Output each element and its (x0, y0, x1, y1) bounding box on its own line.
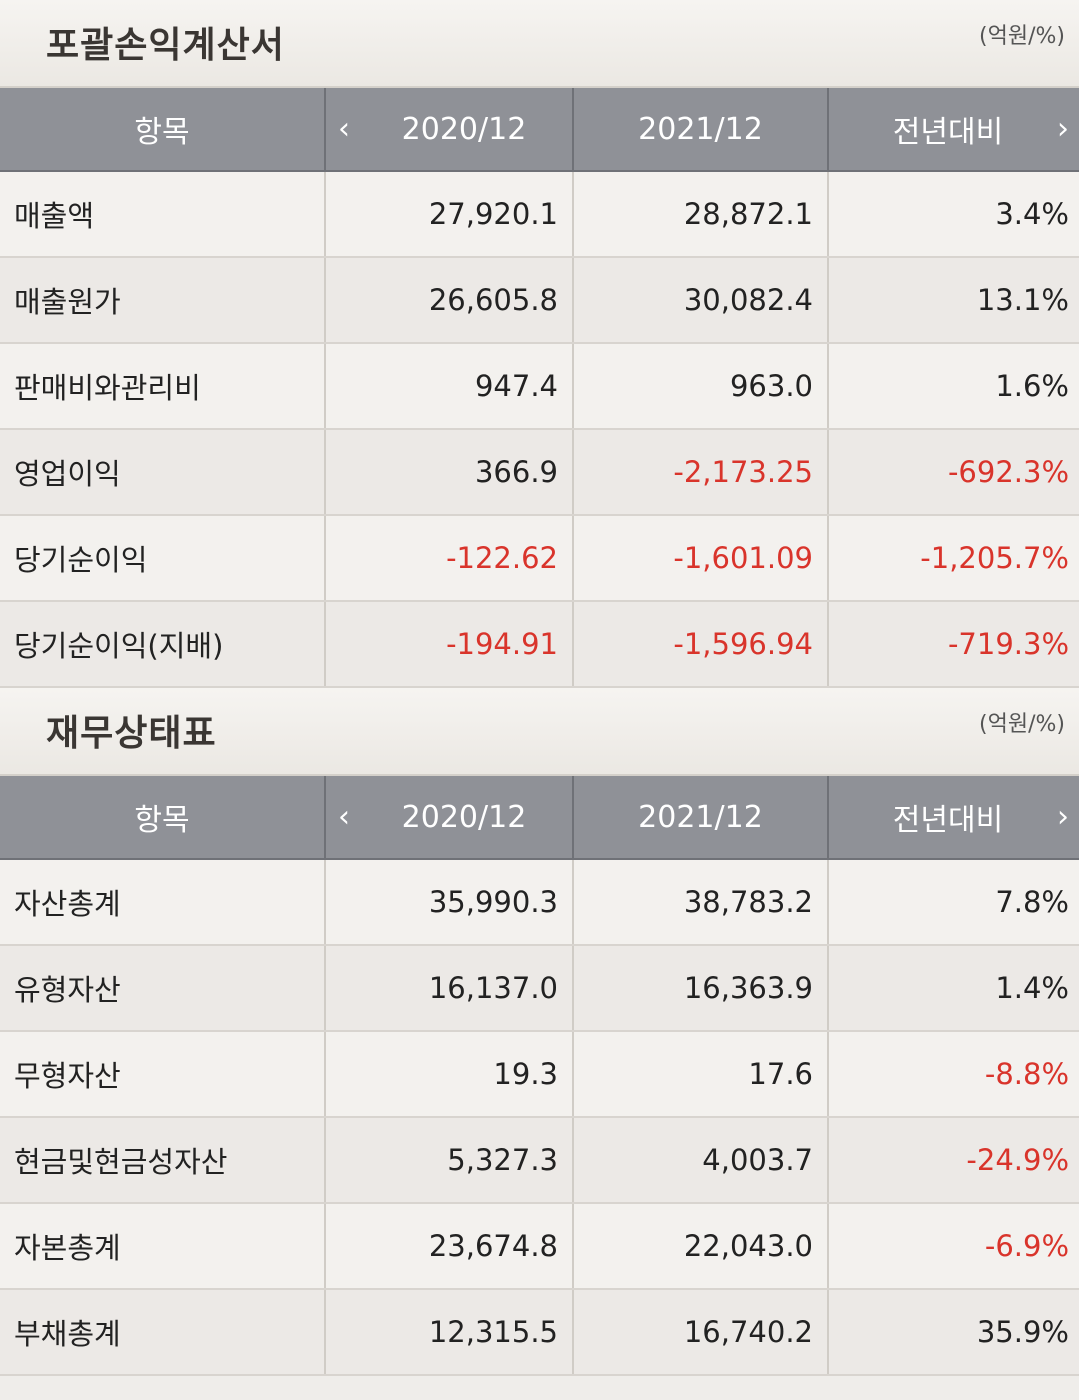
balance-title: 재무상태표 (46, 713, 217, 754)
chevron-left-icon[interactable]: ‹ (338, 111, 350, 147)
row-label: 유형자산 (0, 945, 326, 1032)
value-2020: -122.62 (325, 515, 574, 602)
table-row: 당기순이익 -122.62 -1,601.09 -1,205.7% (0, 515, 1079, 602)
balance-col-curr: 2021/12 (573, 776, 829, 860)
row-label: 영업이익 (0, 429, 326, 516)
balance-unit: (억원/%) (979, 712, 1065, 737)
value-2020: 366.9 (325, 429, 574, 516)
value-2020: 23,674.8 (325, 1203, 574, 1290)
value-2021: 16,740.2 (573, 1289, 829, 1376)
yoy-change: 35.9% (828, 1289, 1079, 1376)
table-row: 영업이익 366.9 -2,173.25 -692.3% (0, 429, 1079, 516)
income-col-curr: 2021/12 (573, 88, 829, 172)
table-row: 자본총계 23,674.8 22,043.0 -6.9% (0, 1203, 1079, 1290)
chevron-left-icon[interactable]: ‹ (338, 799, 350, 835)
value-2020: 19.3 (325, 1031, 574, 1118)
value-2020: -194.91 (325, 601, 574, 688)
income-header-row: 항목 ‹ 2020/12 2021/12 전년대비 › (0, 88, 1079, 172)
value-2020: 35,990.3 (325, 859, 574, 946)
income-section-header: 포괄손익계산서 (억원/%) (0, 0, 1079, 88)
value-2021: 38,783.2 (573, 859, 829, 946)
table-row: 부채총계 12,315.5 16,740.2 35.9% (0, 1289, 1079, 1376)
value-2020: 16,137.0 (325, 945, 574, 1032)
value-2020: 5,327.3 (325, 1117, 574, 1204)
table-row: 무형자산 19.3 17.6 -8.8% (0, 1031, 1079, 1118)
income-col-prev-label: 2020/12 (401, 111, 527, 147)
yoy-change: -6.9% (828, 1203, 1079, 1290)
table-row: 매출액 27,920.1 28,872.1 3.4% (0, 171, 1079, 258)
value-2021: 16,363.9 (573, 945, 829, 1032)
balance-col-prev: ‹ 2020/12 (325, 776, 574, 860)
row-label: 판매비와관리비 (0, 343, 326, 430)
value-2021: -1,601.09 (573, 515, 829, 602)
row-label: 매출액 (0, 171, 326, 258)
value-2021: 28,872.1 (573, 171, 829, 258)
yoy-change: -692.3% (828, 429, 1079, 516)
row-label: 매출원가 (0, 257, 326, 344)
yoy-change: -24.9% (828, 1117, 1079, 1204)
income-table: 항목 ‹ 2020/12 2021/12 전년대비 › 매출액 27,920.1 2… (0, 88, 1079, 688)
table-row: 현금및현금성자산 5,327.3 4,003.7 -24.9% (0, 1117, 1079, 1204)
income-unit: (억원/%) (979, 24, 1065, 49)
value-2020: 12,315.5 (325, 1289, 574, 1376)
table-row: 매출원가 26,605.8 30,082.4 13.1% (0, 257, 1079, 344)
income-table-body: 매출액 27,920.1 28,872.1 3.4% 매출원가 26,605.8 30,08… (0, 171, 1079, 688)
income-col-yoy: 전년대비 › (828, 88, 1079, 172)
chevron-right-icon[interactable]: › (1057, 111, 1069, 147)
balance-col-yoy: 전년대비 › (828, 776, 1079, 860)
income-col-prev: ‹ 2020/12 (325, 88, 574, 172)
chevron-right-icon[interactable]: › (1057, 799, 1069, 835)
row-label: 무형자산 (0, 1031, 326, 1118)
value-2020: 947.4 (325, 343, 574, 430)
table-row: 자산총계 35,990.3 38,783.2 7.8% (0, 859, 1079, 946)
income-col-yoy-label: 전년대비 (892, 115, 1004, 150)
table-row: 유형자산 16,137.0 16,363.9 1.4% (0, 945, 1079, 1032)
value-2021: 963.0 (573, 343, 829, 430)
income-col-item: 항목 (0, 88, 326, 172)
yoy-change: 7.8% (828, 859, 1079, 946)
table-row: 판매비와관리비 947.4 963.0 1.6% (0, 343, 1079, 430)
balance-col-item: 항목 (0, 776, 326, 860)
income-title: 포괄손익계산서 (46, 25, 285, 66)
yoy-change: -8.8% (828, 1031, 1079, 1118)
yoy-change: 3.4% (828, 171, 1079, 258)
row-label: 당기순이익 (0, 515, 326, 602)
row-label: 자본총계 (0, 1203, 326, 1290)
value-2021: 17.6 (573, 1031, 829, 1118)
balance-header-row: 항목 ‹ 2020/12 2021/12 전년대비 › (0, 776, 1079, 860)
yoy-change: 1.4% (828, 945, 1079, 1032)
value-2021: 30,082.4 (573, 257, 829, 344)
row-label: 당기순이익(지배) (0, 601, 326, 688)
yoy-change: 13.1% (828, 257, 1079, 344)
value-2021: 4,003.7 (573, 1117, 829, 1204)
value-2021: 22,043.0 (573, 1203, 829, 1290)
value-2021: -1,596.94 (573, 601, 829, 688)
balance-col-yoy-label: 전년대비 (892, 803, 1004, 838)
row-label: 자산총계 (0, 859, 326, 946)
table-row: 당기순이익(지배) -194.91 -1,596.94 -719.3% (0, 601, 1079, 688)
row-label: 부채총계 (0, 1289, 326, 1376)
value-2020: 27,920.1 (325, 171, 574, 258)
yoy-change: 1.6% (828, 343, 1079, 430)
balance-section-header: 재무상태표 (억원/%) (0, 688, 1079, 776)
value-2020: 26,605.8 (325, 257, 574, 344)
balance-table-body: 자산총계 35,990.3 38,783.2 7.8% 유형자산 16,137.0 16,3… (0, 859, 1079, 1376)
yoy-change: -1,205.7% (828, 515, 1079, 602)
row-label: 현금및현금성자산 (0, 1117, 326, 1204)
balance-table: 항목 ‹ 2020/12 2021/12 전년대비 › 자산총계 35,990.3… (0, 776, 1079, 1376)
value-2021: -2,173.25 (573, 429, 829, 516)
yoy-change: -719.3% (828, 601, 1079, 688)
balance-col-prev-label: 2020/12 (401, 799, 527, 835)
